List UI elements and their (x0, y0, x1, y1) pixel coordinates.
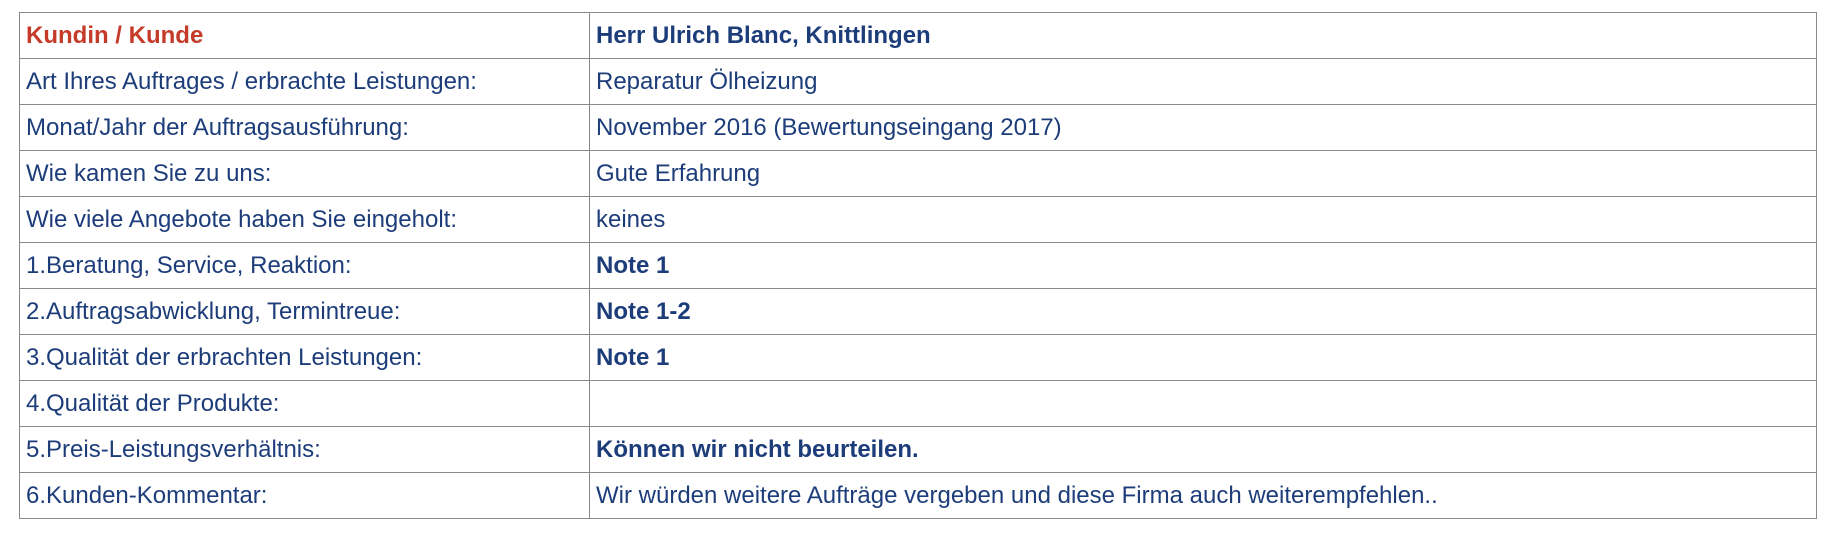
row-value-product-quality (589, 380, 1817, 427)
row-label-offers: Wie viele Angebote haben Sie eingeholt: (19, 196, 590, 243)
row-label-order-type: Art Ihres Auftrages / erbrachte Leistung… (19, 58, 590, 105)
row-value-order-date: November 2016 (Bewertungseingang 2017) (589, 104, 1817, 151)
row-value-price-performance: Können wir nicht beurteilen. (589, 426, 1817, 473)
row-label-comment: 6.Kunden-Kommentar: (19, 472, 590, 519)
customer-label: Kundin / Kunde (19, 12, 590, 59)
row-label-order-date: Monat/Jahr der Auftragsausführung: (19, 104, 590, 151)
table-row: 3.Qualität der erbrachten Leistungen: No… (19, 334, 1817, 381)
table-row: Wie kamen Sie zu uns: Gute Erfahrung (19, 150, 1817, 197)
table-row: Wie viele Angebote haben Sie eingeholt: … (19, 196, 1817, 243)
row-value-comment: Wir würden weitere Aufträge vergeben und… (589, 472, 1817, 519)
table-row: 2.Auftragsabwicklung, Termintreue: Note … (19, 288, 1817, 335)
row-label-service-quality: 3.Qualität der erbrachten Leistungen: (19, 334, 590, 381)
row-label-consulting: 1.Beratung, Service, Reaktion: (19, 242, 590, 289)
table-row: 6.Kunden-Kommentar: Wir würden weitere A… (19, 472, 1817, 519)
row-value-processing: Note 1-2 (589, 288, 1817, 335)
table-row-customer: Kundin / Kunde Herr Ulrich Blanc, Knittl… (19, 12, 1817, 59)
row-label-product-quality: 4.Qualität der Produkte: (19, 380, 590, 427)
table-row: 1.Beratung, Service, Reaktion: Note 1 (19, 242, 1817, 289)
row-label-processing: 2.Auftragsabwicklung, Termintreue: (19, 288, 590, 335)
table-row: Art Ihres Auftrages / erbrachte Leistung… (19, 58, 1817, 105)
customer-name: Herr Ulrich Blanc, Knittlingen (589, 12, 1817, 59)
row-label-referral: Wie kamen Sie zu uns: (19, 150, 590, 197)
row-value-service-quality: Note 1 (589, 334, 1817, 381)
table-row: 4.Qualität der Produkte: (19, 380, 1817, 427)
row-value-consulting: Note 1 (589, 242, 1817, 289)
table-row: Monat/Jahr der Auftragsausführung: Novem… (19, 104, 1817, 151)
row-value-order-type: Reparatur Ölheizung (589, 58, 1817, 105)
row-value-offers: keines (589, 196, 1817, 243)
table-row: 5.Preis-Leistungsverhältnis: Können wir … (19, 426, 1817, 473)
row-value-referral: Gute Erfahrung (589, 150, 1817, 197)
customer-review-table: Kundin / Kunde Herr Ulrich Blanc, Knittl… (19, 12, 1817, 519)
row-label-price-performance: 5.Preis-Leistungsverhältnis: (19, 426, 590, 473)
